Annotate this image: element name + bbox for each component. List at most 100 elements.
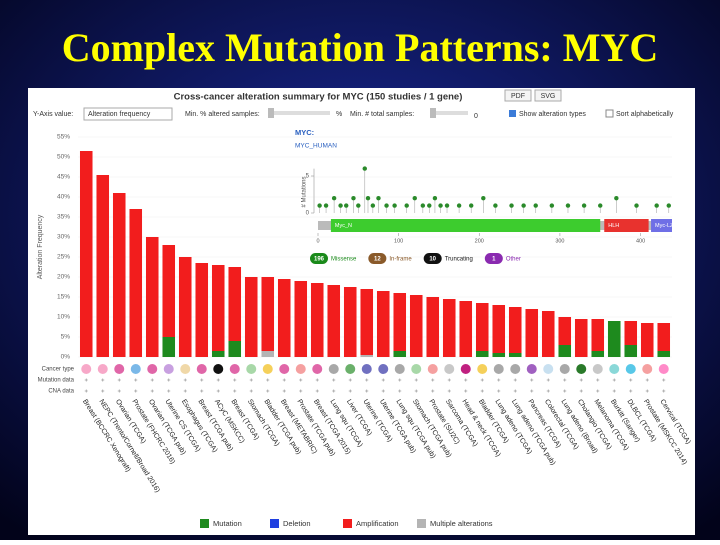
protein-domain [651,219,672,232]
bar-segment [508,353,522,357]
legend-label: Deletion [283,519,311,528]
lollipop-x-tick-label: 100 [394,238,403,244]
cancer-type-dot [147,364,158,374]
lollipop-y-label: # Mutations [302,176,308,207]
protein-domain [604,219,649,232]
bar-segment [475,351,489,357]
bar-segment [228,341,242,357]
lollipop-head [365,196,371,201]
cancer-type-dot [625,364,636,374]
cancer-type-dot [543,364,554,374]
sort-label[interactable]: Sort alphabetically [616,111,674,118]
y-tick-label: 35% [57,214,70,221]
min-pct-handle[interactable] [268,108,274,118]
y-tick-label: 30% [57,234,70,241]
legend-label: Other [506,257,521,263]
bar-segment [129,209,143,357]
show-types-label[interactable]: Show alteration types [519,111,586,118]
y-tick-label: 40% [57,194,70,201]
lollipop-head [370,203,376,208]
legend-pill [310,253,328,264]
bar-segment [541,311,555,357]
cancer-type-dot [163,364,174,374]
cancer-type-dot [114,364,125,374]
protein-domain-label: Myc_N [335,223,352,229]
cancer-type-dot [510,364,521,374]
bar-segment [607,321,621,357]
min-total-label: Min. # total samples: [350,111,414,118]
bar-segment [508,307,522,353]
y-tick-label: 20% [57,274,70,281]
bar-segment [79,151,93,357]
legend-label: Multiple alterations [430,519,493,528]
svg-button-label[interactable]: SVG [541,93,556,100]
lollipop-head [614,196,619,201]
legend-swatch [343,519,352,528]
legend-pill [423,253,442,264]
cancer-type-dot [493,364,504,374]
bar-segment [393,293,407,351]
svg-button[interactable] [534,89,562,102]
row-label: Mutation data [38,378,75,384]
sort-checkbox[interactable] [605,109,614,118]
y-tick-label: 0% [61,354,71,361]
cancer-type-dot [427,364,438,374]
cancer-type-dot [130,364,141,374]
panel-header: Cross-cancer alteration summary for MYC … [174,92,463,103]
lollipop-x-tick-label: 200 [475,238,484,244]
y-tick-label: 50% [57,154,70,161]
cancer-type-dot [345,364,356,374]
min-pct-label: Min. % altered samples: [185,111,260,118]
cancer-type-dot [246,364,257,374]
inset-panel [292,126,690,270]
bar-segment [211,351,225,357]
min-total-slider[interactable] [430,111,468,115]
lollipop-y-tick-label: 5 [306,174,310,180]
cancer-type-dot [394,364,405,374]
bar-segment [591,319,605,351]
lollipop-head [432,196,438,201]
show-types-checkbox[interactable] [509,110,516,117]
y-tick-label: 45% [57,174,70,181]
legend-count: 12 [374,257,381,263]
bar-segment [492,305,506,353]
cancer-type-dot [460,364,471,374]
bar-segment [591,351,605,357]
legend-swatch [200,519,209,528]
lollipop-head [392,203,397,208]
legend-label: Mutation [213,519,242,528]
cancer-type-dot [312,364,323,374]
lollipop-head [444,203,450,208]
bar-segment [360,355,374,357]
bar-segment [558,317,572,345]
bar-segment [409,295,423,357]
bar-segment [525,309,539,357]
lollipop-head [420,203,426,208]
legend-label: Missense [331,257,357,263]
lollipop-x-tick-label: 0 [316,238,319,244]
cancer-type-dot [378,364,389,374]
pdf-button-label[interactable]: PDF [511,93,525,100]
pdf-button[interactable] [504,89,532,102]
bar-segment [277,279,291,357]
lollipop-head [565,203,571,208]
bar-segment [145,237,159,357]
y-axis-select-value[interactable]: Alteration frequency [88,111,151,118]
bar-segment [426,297,440,357]
bar-segment [343,287,357,357]
bar-segment [244,277,258,357]
legend-count: 10 [429,257,436,263]
y-axis-select-label: Y-Axis value: [33,111,73,118]
bar-segment [96,175,110,357]
lollipop-head [493,203,498,208]
cancer-type-dot [609,364,620,374]
y-axis-select[interactable] [83,107,173,121]
cancer-type-dot [361,364,372,374]
lollipop-head [521,203,526,208]
bar-segment [393,351,407,357]
lollipop-head [666,203,671,208]
min-pct-slider[interactable] [268,111,330,115]
min-total-handle[interactable] [430,108,436,118]
lollipop-subtitle: MYC_HUMAN [295,143,337,150]
legend-pill [368,253,387,264]
